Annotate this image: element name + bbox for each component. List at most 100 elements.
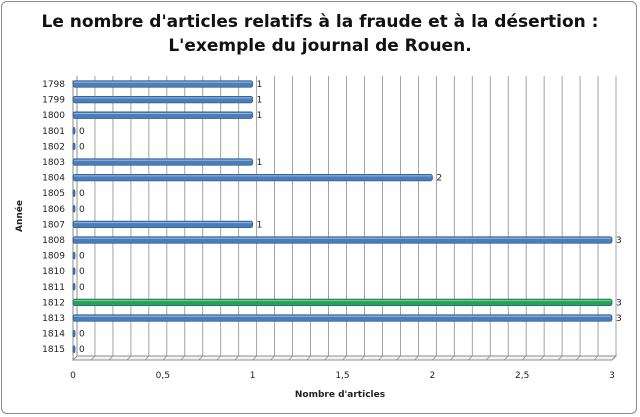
bar: [72, 220, 254, 229]
data-label: 1: [257, 220, 263, 230]
x-tick-label: 2,5: [515, 371, 529, 381]
bar: [72, 314, 613, 322]
data-label: 1: [257, 80, 263, 90]
y-tick-label: 1804: [42, 174, 65, 184]
y-tick-label: 1800: [42, 111, 65, 121]
y-tick-label: 1814: [42, 330, 65, 340]
gridline-floor: [180, 355, 186, 361]
gridline-floor: [557, 355, 563, 361]
y-tick-label: 1812: [42, 298, 65, 308]
gridline-floor: [306, 355, 311, 361]
gridline-floor: [396, 355, 401, 361]
data-label: 0: [79, 267, 85, 277]
x-tick-label: 1,5: [335, 371, 349, 381]
y-tick-label: 1809: [42, 252, 65, 262]
data-label: 0: [79, 205, 85, 215]
gridline-floor: [342, 355, 347, 361]
y-tick-label: 1798: [42, 80, 65, 90]
data-label: 3: [616, 236, 622, 246]
data-label: 0: [79, 252, 85, 262]
gridline-floor: [503, 355, 509, 361]
y-tick-label: 1813: [42, 314, 65, 324]
data-label: 0: [79, 142, 85, 152]
data-label: 0: [79, 330, 85, 340]
bar: [72, 329, 76, 338]
gridline-floor: [432, 355, 437, 361]
data-label: 3: [616, 298, 622, 308]
gridline-floor: [575, 355, 581, 361]
bar: [72, 111, 254, 119]
x-axis-title: Nombre d'articles: [295, 390, 385, 400]
bar: [72, 251, 76, 260]
gridline-floor: [216, 355, 222, 361]
gridline-floor: [593, 355, 599, 361]
gridline-floor: [450, 355, 455, 361]
gridline-floor: [360, 355, 365, 361]
bar: [72, 127, 76, 135]
bar: [72, 158, 254, 166]
y-tick-label: 1805: [42, 189, 65, 199]
bar: [72, 236, 613, 244]
y-tick-label: 1811: [42, 283, 65, 293]
y-tick-label: 1802: [42, 142, 65, 152]
gridline-floor: [539, 355, 545, 361]
bar: [72, 283, 76, 291]
y-tick-label: 1799: [42, 96, 65, 106]
gridline-floor: [485, 355, 491, 361]
gridline-floor: [467, 355, 473, 361]
bar: [72, 345, 76, 353]
chart-title-line-2: L'exemple du journal de Rouen.: [168, 36, 472, 56]
y-tick-label: 1810: [42, 267, 65, 277]
data-label: 2: [436, 174, 442, 184]
gridline-floor: [288, 355, 293, 361]
x-tick-label: 3: [609, 371, 615, 381]
bar: [72, 80, 254, 88]
y-tick-label: 1815: [42, 345, 65, 355]
bar: [72, 205, 76, 213]
bar: [72, 173, 433, 182]
data-label: 3: [616, 314, 622, 324]
gridline-floor: [611, 355, 617, 361]
gridline-floor: [234, 355, 239, 361]
grid-layer: [71, 76, 618, 361]
gridline-floor: [414, 355, 419, 361]
bar: [72, 267, 76, 275]
bar-layer: 1 1 1 0 0 1 2 0 0 1 3 0 0 0 3 3 0 0: [72, 80, 622, 355]
x-tick-label: 1: [250, 371, 256, 381]
data-label: 1: [257, 111, 263, 121]
data-label: 0: [79, 127, 85, 137]
gridline-floor: [270, 355, 275, 361]
gridline-floor: [126, 355, 132, 361]
y-tick-label: 1807: [42, 220, 65, 230]
y-tick-label: 1806: [42, 205, 65, 215]
y-tick-label: 1808: [42, 236, 65, 246]
bar: [72, 298, 613, 307]
data-label: 0: [79, 345, 85, 355]
x-tick-label: 0: [70, 371, 76, 381]
gridline-floor: [521, 355, 527, 361]
gridline-floor: [378, 355, 383, 361]
y-tick-label: 1801: [42, 127, 65, 137]
gridline-floor: [198, 355, 204, 361]
y-axis-title: Année: [14, 200, 25, 232]
data-label: 1: [257, 96, 263, 106]
gridline-floor: [324, 355, 329, 361]
gridline-floor: [90, 355, 96, 361]
y-tick-label: 1803: [42, 158, 65, 168]
chart-title-line-1: Le nombre d'articles relatifs à la fraud…: [41, 12, 599, 32]
data-label: 0: [79, 189, 85, 199]
bar: [72, 189, 76, 197]
tick-layer: 0 0,5 1 1,5 2 2,5 3 1798 1799 1800 1801 1802 1803 180…: [42, 80, 615, 381]
bar: [72, 142, 76, 151]
x-tick-label: 0,5: [156, 371, 170, 381]
x-tick-label: 2: [429, 371, 435, 381]
gridline-floor: [144, 355, 150, 361]
gridline-floor: [108, 355, 114, 361]
gridline-floor: [162, 355, 168, 361]
data-label: 0: [79, 283, 85, 293]
data-label: 1: [257, 158, 263, 168]
gridline-floor: [252, 355, 257, 361]
bar: [72, 95, 254, 104]
